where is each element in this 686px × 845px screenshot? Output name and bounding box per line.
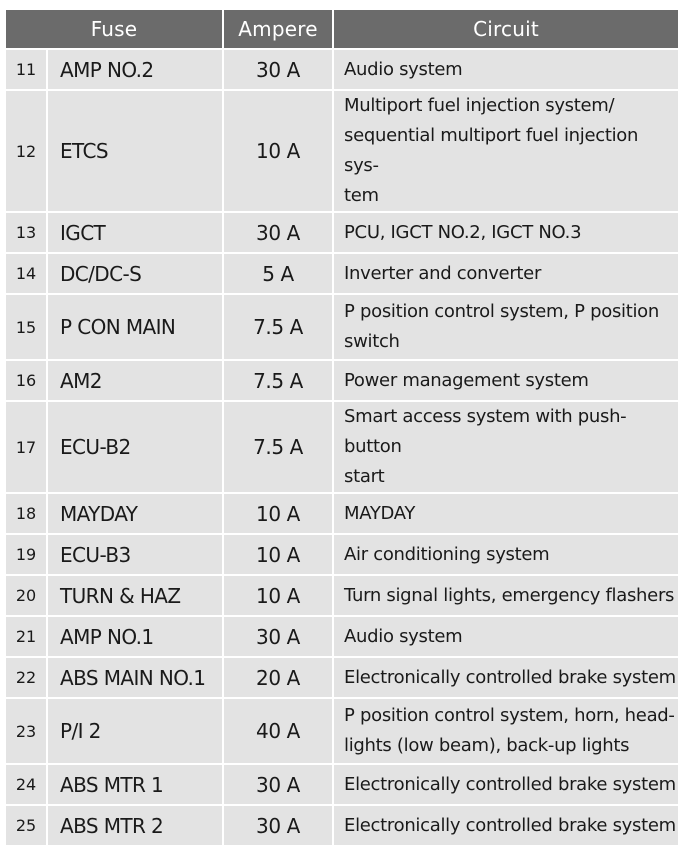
- fuse-circuit: Audio system: [333, 615, 678, 657]
- circuit-line: P position control system, P position: [344, 301, 660, 322]
- fuse-ampere: 10 A: [223, 533, 334, 575]
- fuse-circuit: MAYDAY: [333, 492, 678, 534]
- fuse-number: 17: [6, 400, 48, 493]
- table-row: 19 ECU-B3 10 A Air conditioning system: [6, 533, 678, 575]
- fuse-number: 25: [6, 804, 48, 845]
- circuit-line: Multiport fuel injection system/: [344, 95, 615, 116]
- fuse-table-container: Fuse Ampere Circuit 11 AMP NO.2 30 A Aud…: [6, 10, 678, 845]
- fuse-table: Fuse Ampere Circuit 11 AMP NO.2 30 A Aud…: [6, 10, 678, 845]
- circuit-line: start: [344, 466, 385, 487]
- fuse-number: 19: [6, 533, 48, 575]
- fuse-ampere: 5 A: [223, 252, 334, 294]
- ampere-column-header: Ampere: [223, 10, 334, 49]
- circuit-line: sequential multiport fuel injection sys-: [344, 125, 639, 176]
- fuse-number: 12: [6, 89, 48, 212]
- table-header-row: Fuse Ampere Circuit: [6, 10, 678, 49]
- fuse-name: ABS MTR 2: [47, 804, 224, 845]
- fuse-name: P CON MAIN: [47, 293, 224, 360]
- fuse-ampere: 7.5 A: [223, 359, 334, 401]
- fuse-circuit: Electronically controlled brake system: [333, 804, 678, 845]
- fuse-circuit: PCU, IGCT NO.2, IGCT NO.3: [333, 211, 678, 253]
- fuse-ampere: 40 A: [223, 697, 334, 764]
- fuse-ampere: 30 A: [223, 804, 334, 845]
- table-row: 15 P CON MAIN 7.5 A P position control s…: [6, 293, 678, 360]
- fuse-number: 24: [6, 763, 48, 805]
- fuse-ampere: 7.5 A: [223, 293, 334, 360]
- fuse-number: 23: [6, 697, 48, 764]
- circuit-line: lights (low beam), back-up lights: [344, 735, 630, 756]
- table-row: 22 ABS MAIN NO.1 20 A Electronically con…: [6, 656, 678, 698]
- fuse-circuit: Smart access system with push-button star…: [333, 400, 678, 493]
- fuse-circuit: Multiport fuel injection system/sequenti…: [333, 89, 678, 212]
- fuse-number: 15: [6, 293, 48, 360]
- fuse-number: 21: [6, 615, 48, 657]
- table-row: 20 TURN & HAZ 10 A Turn signal lights, e…: [6, 574, 678, 616]
- fuse-name: ECU-B3: [47, 533, 224, 575]
- fuse-number: 16: [6, 359, 48, 401]
- circuit-line: tem: [344, 185, 379, 206]
- fuse-name: IGCT: [47, 211, 224, 253]
- fuse-name: AMP NO.1: [47, 615, 224, 657]
- table-row: 24 ABS MTR 1 30 A Electronically control…: [6, 763, 678, 805]
- table-row: 16 AM2 7.5 A Power management system: [6, 359, 678, 401]
- table-row: 13 IGCT 30 A PCU, IGCT NO.2, IGCT NO.3: [6, 211, 678, 253]
- table-row: 21 AMP NO.1 30 A Audio system: [6, 615, 678, 657]
- fuse-circuit: P position control system, horn, head-li…: [333, 697, 678, 764]
- fuse-ampere: 20 A: [223, 656, 334, 698]
- circuit-line: Smart access system with push-button: [344, 406, 627, 457]
- table-row: 14 DC/DC-S 5 A Inverter and converter: [6, 252, 678, 294]
- fuse-circuit: Inverter and converter: [333, 252, 678, 294]
- fuse-number: 13: [6, 211, 48, 253]
- fuse-number: 14: [6, 252, 48, 294]
- fuse-ampere: 30 A: [223, 763, 334, 805]
- fuse-ampere: 10 A: [223, 492, 334, 534]
- fuse-circuit: Electronically controlled brake system: [333, 656, 678, 698]
- table-row: 17 ECU-B2 7.5 A Smart access system with…: [6, 400, 678, 493]
- fuse-name: P/I 2: [47, 697, 224, 764]
- fuse-circuit: Air conditioning system: [333, 533, 678, 575]
- table-row: 12 ETCS 10 A Multiport fuel injection sy…: [6, 89, 678, 212]
- table-row: 23 P/I 2 40 A P position control system,…: [6, 697, 678, 764]
- fuse-name: ECU-B2: [47, 400, 224, 493]
- fuse-name: TURN & HAZ: [47, 574, 224, 616]
- fuse-ampere: 30 A: [223, 211, 334, 253]
- fuse-name: MAYDAY: [47, 492, 224, 534]
- fuse-column-header: Fuse: [6, 10, 224, 49]
- fuse-ampere: 30 A: [223, 48, 334, 90]
- fuse-name: ABS MTR 1: [47, 763, 224, 805]
- fuse-name: AM2: [47, 359, 224, 401]
- fuse-number: 18: [6, 492, 48, 534]
- fuse-number: 11: [6, 48, 48, 90]
- fuse-circuit: P position control system, P position swi…: [333, 293, 678, 360]
- circuit-line: switch: [344, 331, 400, 352]
- fuse-number: 22: [6, 656, 48, 698]
- table-row: 25 ABS MTR 2 30 A Electronically control…: [6, 804, 678, 845]
- fuse-circuit: Audio system: [333, 48, 678, 90]
- table-row: 11 AMP NO.2 30 A Audio system: [6, 48, 678, 90]
- fuse-ampere: 10 A: [223, 574, 334, 616]
- fuse-circuit: Turn signal lights, emergency flashers: [333, 574, 678, 616]
- fuse-name: DC/DC-S: [47, 252, 224, 294]
- fuse-name: ETCS: [47, 89, 224, 212]
- fuse-name: AMP NO.2: [47, 48, 224, 90]
- fuse-ampere: 10 A: [223, 89, 334, 212]
- fuse-name: ABS MAIN NO.1: [47, 656, 224, 698]
- table-row: 18 MAYDAY 10 A MAYDAY: [6, 492, 678, 534]
- fuse-ampere: 7.5 A: [223, 400, 334, 493]
- fuse-circuit: Power management system: [333, 359, 678, 401]
- fuse-number: 20: [6, 574, 48, 616]
- fuse-ampere: 30 A: [223, 615, 334, 657]
- circuit-column-header: Circuit: [333, 10, 678, 49]
- fuse-circuit: Electronically controlled brake system: [333, 763, 678, 805]
- circuit-line: P position control system, horn, head-: [344, 705, 675, 726]
